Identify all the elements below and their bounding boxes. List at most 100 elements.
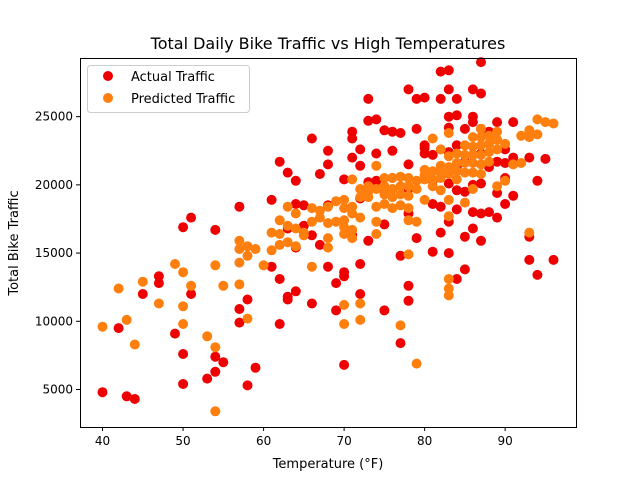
x-axis-label: Temperature (°F) xyxy=(272,457,384,472)
data-point xyxy=(339,229,350,239)
data-point xyxy=(379,305,390,316)
data-point xyxy=(218,357,229,368)
data-point xyxy=(443,128,454,138)
data-point xyxy=(435,93,446,104)
data-point xyxy=(290,286,301,297)
data-point xyxy=(459,149,470,160)
legend-box xyxy=(87,65,250,113)
data-point xyxy=(395,171,406,182)
data-point xyxy=(427,149,438,160)
data-point xyxy=(331,196,342,207)
data-point xyxy=(153,298,164,309)
data-point xyxy=(443,169,454,179)
data-point xyxy=(121,314,132,325)
data-point xyxy=(266,227,277,238)
data-point xyxy=(186,280,197,291)
data-point xyxy=(323,201,333,212)
data-point xyxy=(371,201,382,212)
data-point xyxy=(395,128,406,138)
data-point xyxy=(234,257,245,268)
data-point xyxy=(347,208,358,219)
data-point xyxy=(508,159,519,170)
data-point xyxy=(492,144,503,155)
data-point xyxy=(274,274,285,284)
data-point xyxy=(371,114,382,125)
data-point xyxy=(443,111,454,122)
data-point xyxy=(403,173,414,183)
data-point xyxy=(467,167,478,178)
data-point xyxy=(137,276,148,287)
data-point xyxy=(242,241,253,252)
data-point xyxy=(202,331,213,342)
data-point xyxy=(234,235,245,246)
data-point xyxy=(476,88,486,99)
legend: Actual Traffic Predicted Traffic xyxy=(87,65,250,113)
data-point xyxy=(274,319,285,329)
data-point xyxy=(427,199,438,209)
data-point xyxy=(516,130,527,141)
data-point xyxy=(459,158,470,168)
data-point xyxy=(339,215,350,226)
data-point xyxy=(476,149,486,160)
data-point xyxy=(331,216,342,227)
data-point xyxy=(282,220,293,231)
data-point xyxy=(403,159,414,170)
data-point xyxy=(379,125,390,136)
data-point xyxy=(210,260,221,271)
data-point xyxy=(467,84,478,95)
data-point xyxy=(355,184,366,194)
data-point xyxy=(218,280,229,291)
data-point xyxy=(314,212,325,223)
data-point xyxy=(363,235,374,246)
data-point xyxy=(387,184,398,194)
data-point xyxy=(347,224,358,235)
data-point xyxy=(476,140,486,151)
data-point xyxy=(476,235,486,246)
data-point xyxy=(170,259,180,269)
data-point xyxy=(347,152,358,163)
data-point xyxy=(492,181,503,192)
data-point xyxy=(186,289,197,299)
data-point xyxy=(467,149,478,160)
data-point xyxy=(467,158,478,168)
data-point xyxy=(153,278,164,289)
data-point xyxy=(347,174,358,185)
data-point xyxy=(443,248,454,259)
data-point xyxy=(435,227,446,238)
x-tick-label: 60 xyxy=(256,434,271,448)
data-point xyxy=(403,295,414,306)
data-point xyxy=(508,117,519,128)
data-point xyxy=(306,133,317,144)
data-point xyxy=(242,294,253,305)
y-axis: 5000 10000 15000 20000 25000 xyxy=(35,110,80,396)
data-point xyxy=(355,314,366,325)
data-point xyxy=(274,239,285,250)
data-point xyxy=(371,175,382,186)
data-point xyxy=(443,65,454,76)
data-point xyxy=(532,114,543,125)
data-point xyxy=(451,274,462,284)
data-point xyxy=(290,199,301,209)
data-point xyxy=(467,207,478,218)
data-point xyxy=(282,294,293,305)
data-point xyxy=(411,123,422,134)
data-point xyxy=(258,260,269,271)
data-point xyxy=(387,126,398,137)
data-point xyxy=(178,301,189,312)
data-point xyxy=(484,147,494,158)
data-point xyxy=(443,283,454,294)
data-point xyxy=(451,148,462,159)
x-tick-label: 50 xyxy=(175,434,190,448)
data-point xyxy=(403,215,414,226)
data-point xyxy=(282,201,293,212)
data-point xyxy=(298,200,309,211)
data-point xyxy=(435,185,446,196)
y-axis-label: Total Bike Traffic xyxy=(7,190,22,296)
data-point xyxy=(363,115,374,126)
data-point xyxy=(419,194,430,205)
data-point xyxy=(443,162,454,173)
data-point xyxy=(306,216,317,227)
data-point xyxy=(323,261,333,272)
data-point xyxy=(451,204,462,215)
data-point xyxy=(419,148,430,159)
